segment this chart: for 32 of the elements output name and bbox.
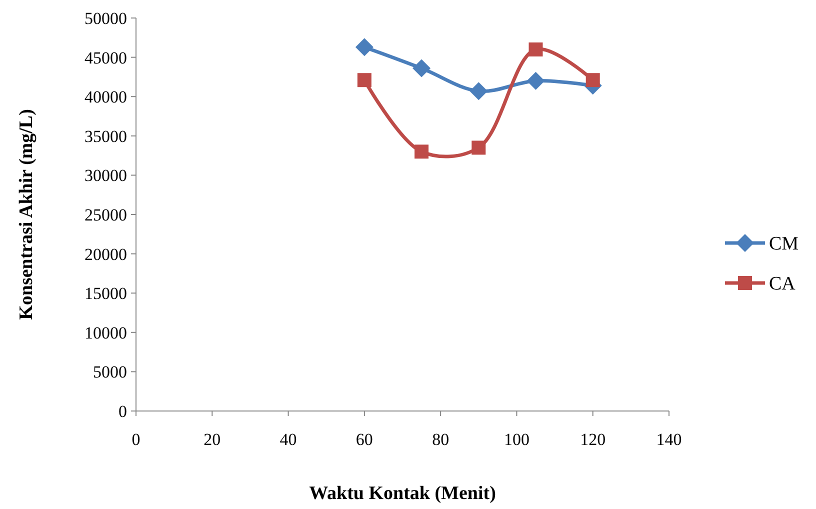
y-tick-label: 50000 — [84, 8, 127, 28]
x-tick-label: 100 — [504, 430, 530, 449]
point — [412, 59, 431, 78]
y-tick-label: 35000 — [84, 126, 127, 146]
y-tick-label: 20000 — [84, 244, 127, 264]
y-tick-label: 10000 — [84, 323, 127, 342]
y-tick-label: 5000 — [93, 362, 127, 382]
point — [355, 38, 374, 56]
x-tick-label: 140 — [656, 430, 682, 449]
x-tick-label: 80 — [432, 430, 450, 449]
y-tick-label: 15000 — [84, 284, 127, 304]
point — [528, 42, 543, 56]
point — [586, 73, 600, 88]
x-tick-label: 20 — [204, 430, 221, 449]
y-tick-label: 40000 — [84, 88, 127, 107]
y-tick-label: 0 — [118, 402, 127, 421]
x-tick-label: 60 — [356, 430, 373, 449]
point — [414, 144, 429, 159]
y-axis-title: Konsentrasi Akhir (mg/L) — [16, 109, 37, 320]
point — [526, 72, 545, 90]
y-tick-label: 30000 — [84, 166, 127, 186]
x-tick-label: 0 — [132, 430, 140, 449]
legend-label: CA — [769, 274, 796, 295]
x-tick-label: 40 — [280, 430, 297, 449]
point — [472, 140, 486, 155]
x-axis-title: Waktu Kontak (Menit) — [309, 483, 496, 504]
point — [357, 73, 372, 88]
y-tick-label: 25000 — [84, 205, 127, 224]
x-tick-label: 120 — [580, 430, 606, 449]
point — [470, 82, 488, 100]
legend-label: CM — [769, 234, 799, 255]
y-tick-label: 45000 — [84, 48, 127, 68]
